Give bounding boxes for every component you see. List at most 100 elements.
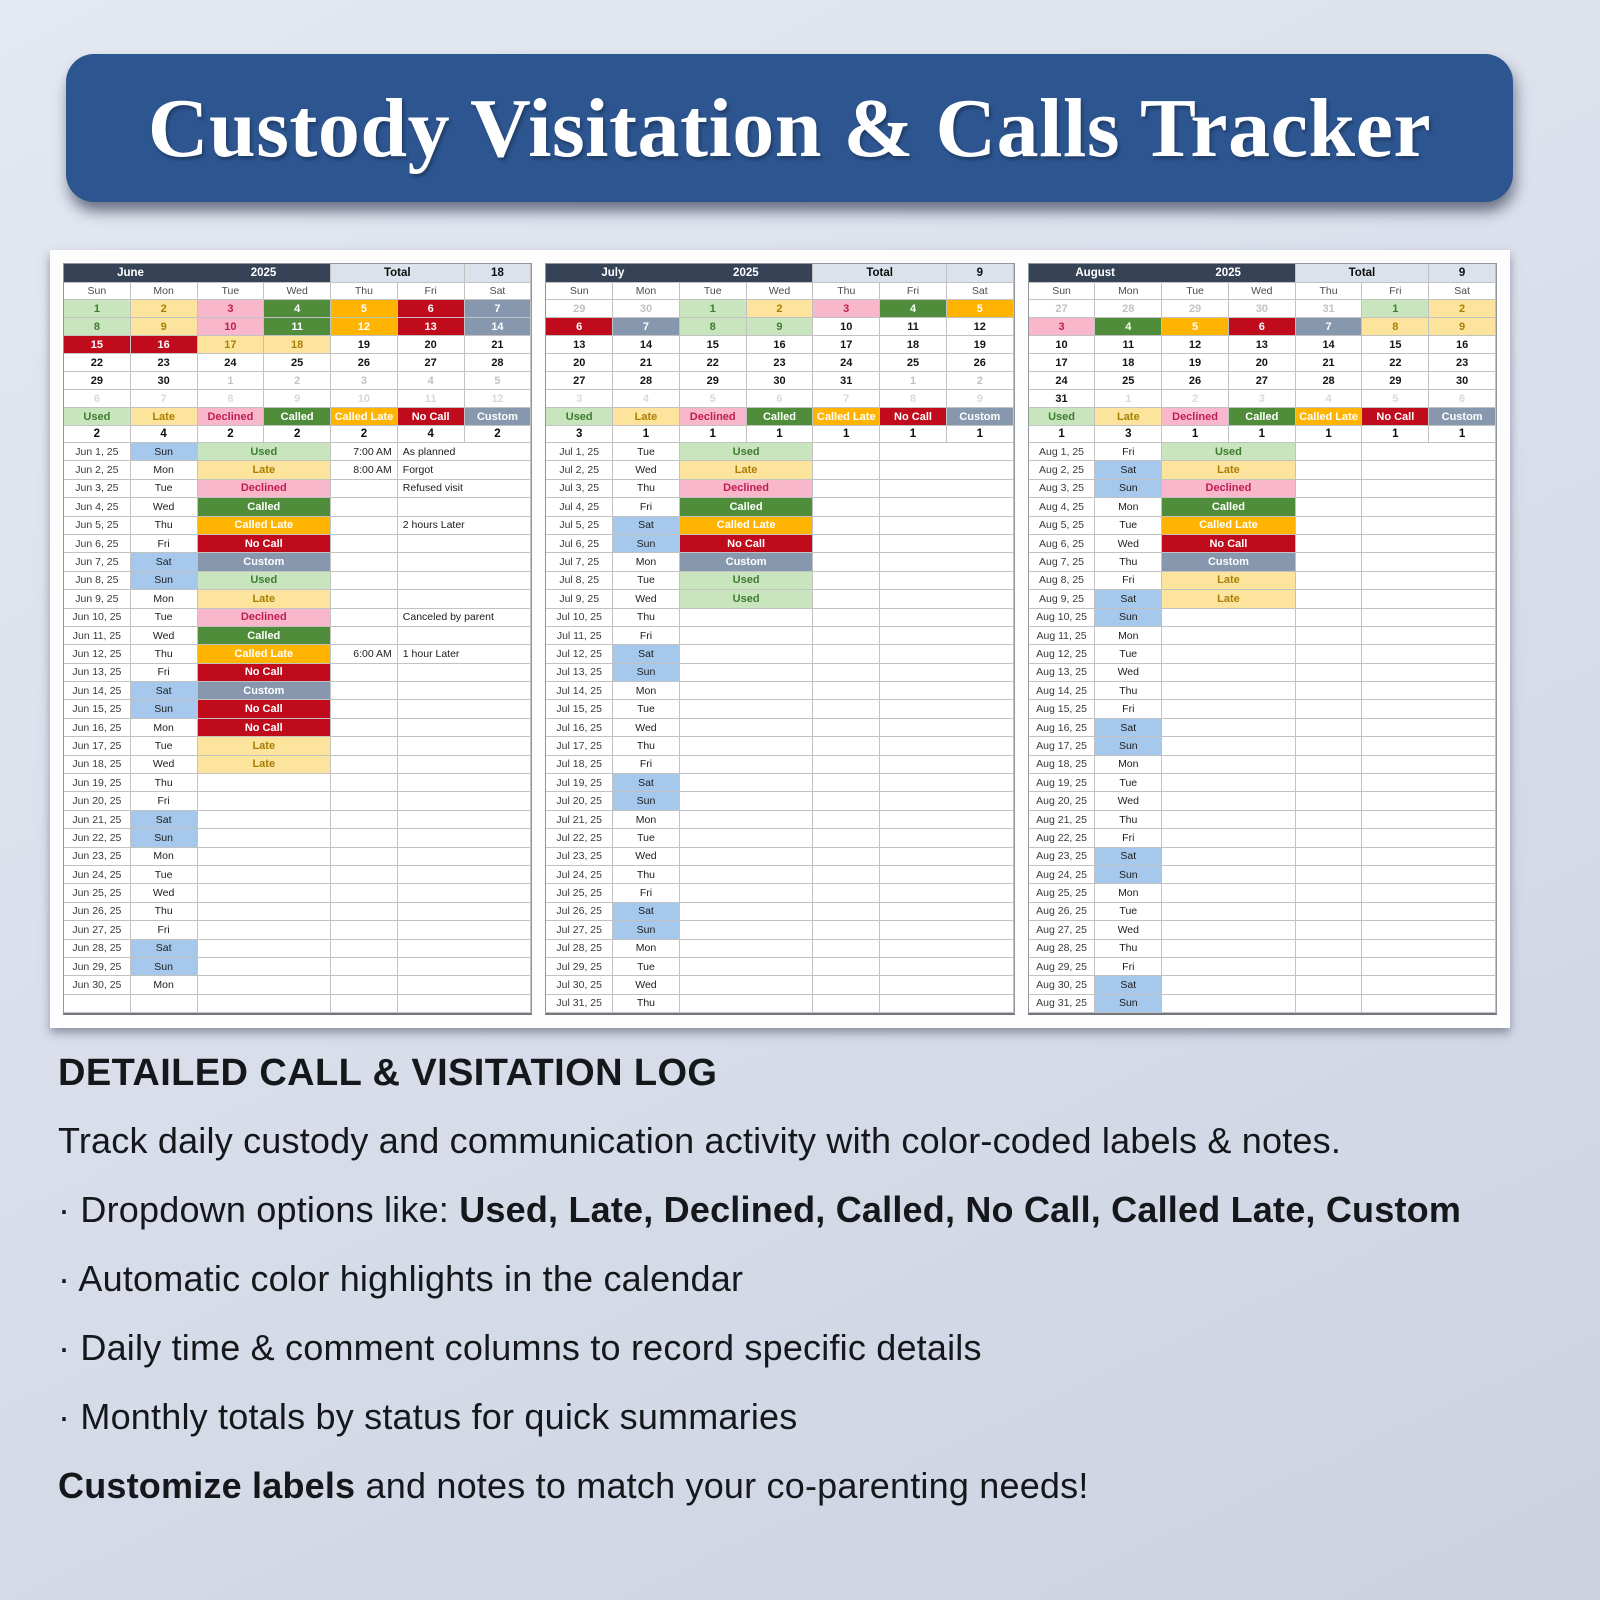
log-comment-cell[interactable]: [397, 498, 532, 517]
log-time-cell[interactable]: [813, 479, 881, 499]
log-comment-cell[interactable]: [880, 590, 1014, 609]
log-comment-cell[interactable]: [1362, 534, 1496, 554]
log-time-cell[interactable]: [331, 700, 398, 719]
log-status-cell[interactable]: [1162, 718, 1296, 738]
log-status-cell[interactable]: No Call: [197, 718, 332, 738]
log-time-cell[interactable]: [1295, 884, 1363, 903]
log-comment-cell[interactable]: [1362, 682, 1496, 701]
log-status-cell[interactable]: [1162, 829, 1296, 848]
log-time-cell[interactable]: [1295, 829, 1363, 848]
log-comment-cell[interactable]: [880, 774, 1014, 793]
log-time-cell[interactable]: [331, 718, 398, 738]
log-status-cell[interactable]: [679, 939, 814, 958]
log-time-cell[interactable]: [813, 571, 881, 591]
log-status-cell[interactable]: [197, 847, 332, 866]
log-comment-cell[interactable]: [397, 774, 532, 793]
log-time-cell[interactable]: [1295, 553, 1363, 572]
log-time-cell[interactable]: [331, 810, 398, 830]
log-comment-cell[interactable]: [397, 957, 532, 977]
log-time-cell[interactable]: [1295, 700, 1363, 719]
log-time-cell[interactable]: [1295, 939, 1363, 958]
log-time-cell[interactable]: [813, 792, 881, 811]
log-status-cell[interactable]: [1162, 847, 1296, 866]
log-comment-cell[interactable]: [1362, 590, 1496, 609]
log-time-cell[interactable]: [1295, 682, 1363, 701]
log-status-cell[interactable]: Called: [197, 498, 332, 517]
log-status-cell[interactable]: [1162, 626, 1296, 646]
log-status-cell[interactable]: [679, 737, 814, 756]
log-status-cell[interactable]: [1162, 957, 1296, 977]
log-comment-cell[interactable]: [880, 682, 1014, 701]
log-time-cell[interactable]: [1295, 865, 1363, 885]
log-status-cell[interactable]: [1162, 645, 1296, 664]
log-comment-cell[interactable]: [1362, 829, 1496, 848]
log-comment-cell[interactable]: [880, 534, 1014, 554]
log-time-cell[interactable]: [331, 939, 398, 958]
log-comment-cell[interactable]: [880, 921, 1014, 940]
log-status-cell[interactable]: [1162, 902, 1296, 922]
log-time-cell[interactable]: [813, 663, 881, 683]
log-status-cell[interactable]: Used: [197, 443, 332, 462]
log-comment-cell[interactable]: [880, 902, 1014, 922]
log-time-cell[interactable]: [1295, 737, 1363, 756]
log-status-cell[interactable]: [1162, 810, 1296, 830]
log-comment-cell[interactable]: [1362, 516, 1496, 535]
log-comment-cell[interactable]: [397, 626, 532, 646]
log-status-cell[interactable]: No Call: [197, 534, 332, 554]
log-comment-cell[interactable]: [1362, 774, 1496, 793]
log-status-cell[interactable]: Declined: [679, 479, 814, 499]
log-comment-cell[interactable]: [397, 663, 532, 683]
log-time-cell[interactable]: [331, 957, 398, 977]
log-comment-cell[interactable]: Refused visit: [397, 479, 532, 499]
log-status-cell[interactable]: Late: [197, 737, 332, 756]
log-comment-cell[interactable]: [880, 663, 1014, 683]
log-time-cell[interactable]: [1295, 516, 1363, 535]
log-time-cell[interactable]: [331, 884, 398, 903]
log-time-cell[interactable]: [331, 774, 398, 793]
log-status-cell[interactable]: [197, 774, 332, 793]
log-status-cell[interactable]: [679, 608, 814, 627]
log-time-cell[interactable]: [1295, 534, 1363, 554]
log-status-cell[interactable]: [679, 865, 814, 885]
log-comment-cell[interactable]: [1362, 479, 1496, 499]
log-comment-cell[interactable]: [880, 810, 1014, 830]
log-time-cell[interactable]: [813, 921, 881, 940]
log-time-cell[interactable]: [813, 498, 881, 517]
log-time-cell[interactable]: [1295, 902, 1363, 922]
log-comment-cell[interactable]: [397, 718, 532, 738]
log-status-cell[interactable]: [1162, 755, 1296, 775]
log-status-cell[interactable]: [1162, 939, 1296, 958]
log-comment-cell[interactable]: [1362, 957, 1496, 977]
log-status-cell[interactable]: No Call: [1162, 534, 1296, 554]
log-comment-cell[interactable]: Canceled by parent: [397, 608, 532, 627]
log-comment-cell[interactable]: [397, 590, 532, 609]
log-time-cell[interactable]: [813, 534, 881, 554]
log-status-cell[interactable]: [1162, 994, 1296, 1014]
log-status-cell[interactable]: No Call: [197, 700, 332, 719]
log-comment-cell[interactable]: Forgot: [397, 461, 532, 480]
log-comment-cell[interactable]: [397, 939, 532, 958]
log-comment-cell[interactable]: [397, 902, 532, 922]
log-comment-cell[interactable]: [1362, 902, 1496, 922]
log-time-cell[interactable]: [1295, 774, 1363, 793]
log-status-cell[interactable]: [679, 700, 814, 719]
log-status-cell[interactable]: [1162, 921, 1296, 940]
log-status-cell[interactable]: Called: [679, 498, 814, 517]
log-status-cell[interactable]: Custom: [1162, 553, 1296, 572]
log-comment-cell[interactable]: [880, 865, 1014, 885]
log-status-cell[interactable]: [679, 902, 814, 922]
log-comment-cell[interactable]: [397, 884, 532, 903]
log-time-cell[interactable]: [813, 810, 881, 830]
log-comment-cell[interactable]: [397, 571, 532, 591]
log-status-cell[interactable]: [679, 810, 814, 830]
log-status-cell[interactable]: [679, 792, 814, 811]
log-status-cell[interactable]: Late: [1162, 590, 1296, 609]
log-comment-cell[interactable]: [880, 939, 1014, 958]
log-status-cell[interactable]: [679, 829, 814, 848]
log-status-cell[interactable]: Custom: [197, 682, 332, 701]
log-comment-cell[interactable]: [397, 700, 532, 719]
log-comment-cell[interactable]: [1362, 792, 1496, 811]
log-comment-cell[interactable]: [1362, 608, 1496, 627]
log-time-cell[interactable]: [331, 498, 398, 517]
log-comment-cell[interactable]: [1362, 994, 1496, 1014]
